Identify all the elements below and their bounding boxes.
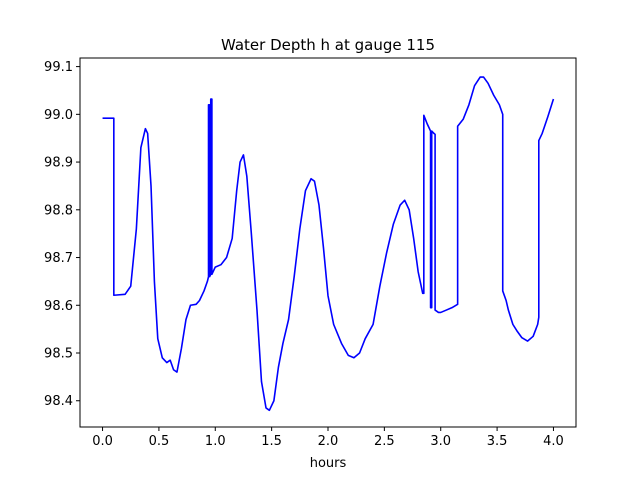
x-tick-label: 4.0 — [543, 434, 564, 449]
x-tick-label: 3.5 — [487, 434, 508, 449]
y-tick-label: 98.7 — [44, 251, 73, 266]
x-axis: 0.0 0.5 1.0 1.5 2.0 2.5 3.0 3.5 4.0 — [92, 427, 564, 449]
y-axis: 98.4 98.5 98.6 98.7 98.8 98.9 99.0 99.1 — [44, 60, 80, 409]
y-tick-label: 98.6 — [44, 299, 73, 314]
x-axis-label: hours — [310, 456, 347, 471]
y-tick-label: 98.4 — [44, 394, 73, 409]
x-tick-label: 1.5 — [261, 434, 282, 449]
x-tick-label: 0.5 — [149, 434, 170, 449]
x-tick-label: 2.5 — [374, 434, 395, 449]
y-tick-label: 99.1 — [44, 60, 73, 75]
y-tick-label: 98.8 — [44, 203, 73, 218]
y-tick-label: 99.0 — [44, 108, 73, 123]
x-tick-label: 0.0 — [92, 434, 113, 449]
y-tick-label: 98.9 — [44, 156, 73, 171]
y-tick-label: 98.5 — [44, 347, 73, 362]
chart-title: Water Depth h at gauge 115 — [221, 36, 435, 54]
x-tick-label: 2.0 — [318, 434, 339, 449]
series-layer — [102, 76, 555, 412]
x-tick-label: 3.0 — [430, 434, 451, 449]
series-line — [102, 76, 555, 412]
x-tick-label: 1.0 — [205, 434, 226, 449]
